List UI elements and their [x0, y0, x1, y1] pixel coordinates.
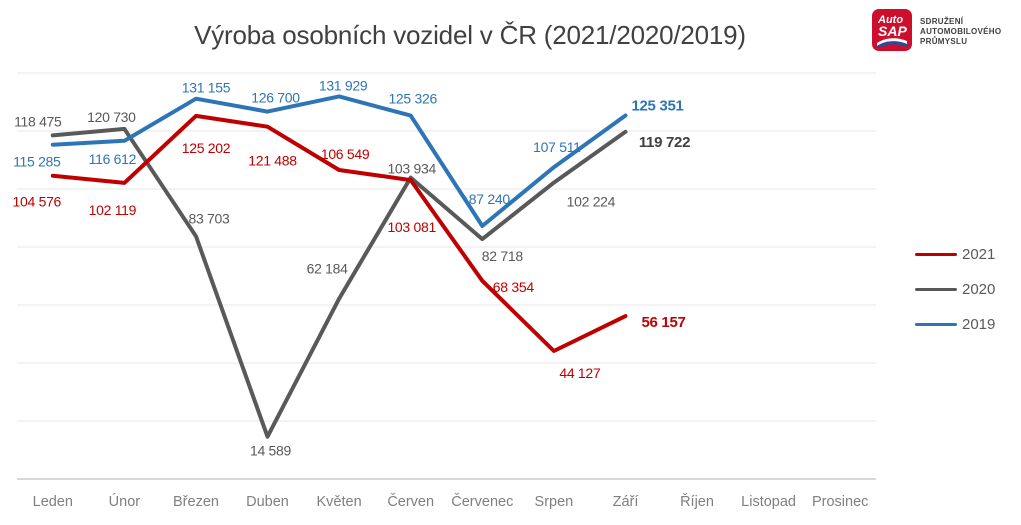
series-line-2020 — [50, 126, 628, 439]
legend-item-2021: 2021 — [915, 244, 995, 264]
logo-org-text: SDRUŽENÍ AUTOMOBILOVÉHO PRŮMYSLU — [920, 17, 1001, 47]
logo-org-line3: PRŮMYSLU — [920, 37, 968, 46]
legend-swatch-2019 — [915, 322, 957, 326]
data-label-2020-červen: 103 934 — [387, 161, 436, 177]
chart-legend: 2021 2020 2019 — [915, 244, 995, 349]
data-label-2019-duben: 126 700 — [251, 90, 300, 106]
legend-label-2019: 2019 — [962, 315, 996, 333]
data-label-2019-červenec: 87 240 — [469, 191, 511, 207]
x-axis-label-květen: Květen — [317, 494, 362, 510]
logo-word-sap: SAP — [878, 23, 907, 39]
data-label-2021-červenec: 68 354 — [493, 279, 535, 295]
data-label-2020-květen: 62 184 — [307, 261, 349, 277]
logo-swoosh-blue — [877, 41, 907, 49]
x-axis-label-srpen: Srpen — [535, 494, 574, 510]
x-axis-label-březen: Březen — [173, 494, 219, 510]
x-axis-label-leden: Leden — [33, 494, 73, 510]
data-label-2020-srpen: 102 224 — [567, 194, 616, 210]
logo-org-line1: SDRUŽENÍ — [920, 17, 964, 26]
logo-word-auto: Auto — [877, 14, 903, 26]
data-label-2021-únor: 102 119 — [89, 202, 137, 218]
data-label-2021-leden: 104 576 — [13, 194, 62, 210]
x-axis-label-únor: Únor — [109, 493, 141, 510]
autosap-logo-icon: Auto SAP — [872, 9, 912, 51]
data-label-2019-květen: 131 929 — [319, 77, 368, 93]
x-axis-label-říjen: Říjen — [680, 493, 714, 510]
legend-swatch-2021 — [915, 252, 957, 256]
data-label-2019-únor: 116 612 — [89, 151, 137, 167]
legend-item-2020: 2020 — [915, 279, 995, 299]
x-axis-label-duben: Duben — [246, 494, 289, 510]
data-label-2021-září: 56 157 — [641, 314, 685, 331]
logo-org-line2: AUTOMOBILOVÉHO — [920, 27, 1002, 36]
chart-title: Výroba osobních vozidel v ČR (2021/2020/… — [194, 20, 746, 50]
x-axis-label-listopad: Listopad — [741, 494, 796, 510]
data-label-2019-červen: 125 326 — [388, 91, 437, 107]
data-label-2020-březen: 83 703 — [188, 210, 230, 226]
data-label-2019-leden: 115 285 — [13, 154, 61, 170]
data-label-2021-březen: 125 202 — [182, 140, 231, 156]
series-line-2019 — [50, 94, 628, 228]
autosap-logo: Auto SAP SDRUŽENÍ AUTOMOBILOVÉHO PRŮMYSL… — [872, 9, 1001, 53]
legend-label-2020: 2020 — [962, 280, 996, 298]
data-label-2019-březen: 131 155 — [182, 80, 231, 96]
data-label-2021-květen: 106 549 — [321, 146, 370, 162]
x-axis-label-prosinec: Prosinec — [812, 494, 868, 510]
data-label-2019-září: 125 351 — [631, 98, 683, 115]
legend-swatch-2020 — [915, 287, 957, 291]
data-label-2021-srpen: 44 127 — [559, 365, 601, 381]
series-line-2021 — [50, 113, 628, 353]
x-axis-label-červen: Červen — [387, 493, 434, 510]
data-label-2021-červen: 103 081 — [387, 219, 436, 235]
data-label-2020-duben: 14 589 — [250, 443, 292, 459]
x-axis-label-červenec: Červenec — [451, 493, 513, 510]
data-label-2020-červenec: 82 718 — [482, 248, 524, 264]
logo-swoosh-white — [877, 38, 907, 46]
data-label-2020-leden: 118 475 — [14, 113, 62, 129]
data-label-2020-únor: 120 730 — [87, 109, 136, 125]
data-label-2020-září: 119 722 — [639, 134, 690, 151]
legend-item-2019: 2019 — [915, 314, 995, 334]
legend-label-2021: 2021 — [962, 245, 996, 263]
x-axis-label-září: Září — [613, 494, 639, 510]
data-label-2021-duben: 121 488 — [248, 153, 297, 169]
data-label-2019-srpen: 107 511 — [533, 139, 581, 155]
